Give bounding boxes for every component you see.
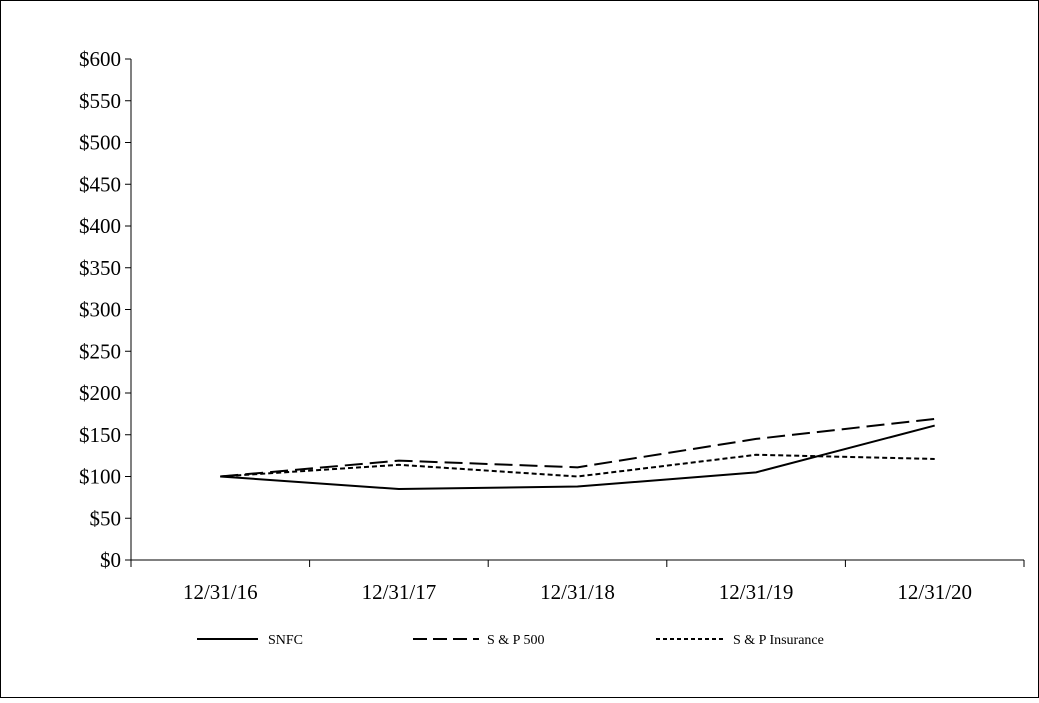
- y-tick-label: $550: [79, 89, 121, 113]
- y-tick-label: $0: [100, 548, 121, 572]
- x-axis-ticks: 12/31/16 12/31/17 12/31/18 12/31/19 12/31/20: [130, 560, 1025, 604]
- y-tick-label: $100: [79, 465, 121, 489]
- series-lines: [220, 417, 935, 491]
- x-tick-label: 12/31/19: [719, 580, 794, 604]
- series-line-snfc: [220, 424, 935, 491]
- y-tick-label: $250: [79, 339, 121, 363]
- y-tick-label: $500: [79, 131, 121, 155]
- x-tick-label: 12/31/18: [540, 580, 615, 604]
- x-tick-label: 12/31/20: [897, 580, 972, 604]
- series-line-s-p-500: [220, 417, 935, 478]
- x-tick-label: 12/31/16: [183, 580, 258, 604]
- y-tick-label: $450: [79, 172, 121, 196]
- y-tick-label: $200: [79, 381, 121, 405]
- legend-label: S & P Insurance: [733, 633, 824, 648]
- y-tick-label: $350: [79, 256, 121, 280]
- legend-label: S & P 500: [487, 633, 544, 648]
- legend: SNFC S & P 500 S & P Insurance: [197, 633, 824, 648]
- y-tick-label: $400: [79, 214, 121, 238]
- legend-label: SNFC: [268, 633, 303, 648]
- y-tick-label: $150: [79, 423, 121, 447]
- y-tick-label: $600: [79, 47, 121, 71]
- y-tick-label: $300: [79, 298, 121, 322]
- y-axis-ticks: $0 $50 $100 $150 $200 $250 $300 $350 $400 $450 $50…: [79, 47, 131, 572]
- y-tick-label: $50: [90, 506, 122, 530]
- x-tick-label: 12/31/17: [362, 580, 437, 604]
